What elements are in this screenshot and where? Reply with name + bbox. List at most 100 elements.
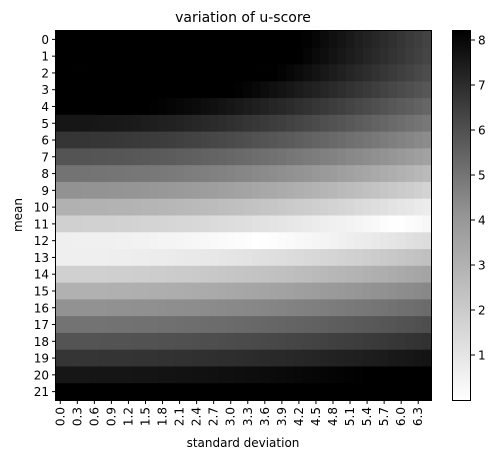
heatmap-cell bbox=[217, 265, 227, 283]
heatmap-cell bbox=[422, 47, 432, 65]
heatmap-cell bbox=[396, 131, 406, 149]
heatmap-cell bbox=[192, 366, 202, 384]
heatmap-cell bbox=[413, 232, 423, 250]
heatmap-cell bbox=[260, 282, 270, 300]
heatmap-cell bbox=[166, 81, 176, 99]
heatmap-cell bbox=[200, 47, 210, 65]
heatmap-cell bbox=[107, 181, 117, 200]
heatmap-cell bbox=[260, 232, 270, 250]
heatmap-cell bbox=[73, 198, 82, 216]
heatmap-cell bbox=[277, 332, 287, 351]
heatmap-cell bbox=[277, 64, 287, 82]
heatmap-cell bbox=[243, 131, 253, 149]
heatmap-cell bbox=[124, 31, 134, 49]
heatmap-cell bbox=[158, 181, 168, 200]
heatmap-cell bbox=[345, 249, 355, 267]
heatmap-cell bbox=[64, 64, 74, 82]
heatmap-cell bbox=[175, 165, 185, 183]
heatmap-cell bbox=[141, 299, 151, 317]
heatmap-cell bbox=[158, 131, 168, 149]
heatmap-cell bbox=[422, 316, 432, 334]
heatmap-cell bbox=[158, 299, 168, 317]
heatmap-cell bbox=[354, 148, 364, 166]
x-tick-label: 2.1 bbox=[173, 407, 187, 426]
heatmap-cell bbox=[209, 349, 219, 367]
heatmap-cell bbox=[269, 249, 278, 267]
heatmap-cell bbox=[73, 165, 82, 183]
heatmap-cell bbox=[311, 249, 321, 267]
heatmap-cell bbox=[209, 383, 219, 401]
heatmap-cell bbox=[98, 349, 108, 367]
y-tick-label: 19 bbox=[34, 352, 49, 366]
heatmap-cell bbox=[396, 165, 406, 183]
heatmap-cell bbox=[337, 232, 347, 250]
heatmap-cell bbox=[64, 148, 74, 166]
heatmap-cell bbox=[141, 181, 151, 200]
heatmap-cell bbox=[243, 81, 253, 99]
heatmap-cell bbox=[98, 98, 108, 116]
heatmap-cell bbox=[73, 81, 82, 99]
heatmap-cell bbox=[124, 165, 134, 183]
heatmap-cell bbox=[379, 148, 389, 166]
heatmap-cell bbox=[311, 114, 321, 133]
heatmap-cell bbox=[183, 316, 193, 334]
heatmap-cell bbox=[234, 366, 244, 384]
heatmap-cell bbox=[192, 249, 202, 267]
heatmap-cell bbox=[158, 282, 168, 300]
heatmap-cell bbox=[303, 316, 313, 334]
heatmap-cell bbox=[73, 249, 82, 267]
colorbar-tick-label: 7 bbox=[478, 79, 486, 93]
heatmap-cell bbox=[81, 64, 91, 82]
heatmap-cell bbox=[166, 165, 176, 183]
heatmap-cell bbox=[405, 47, 415, 65]
heatmap-cell bbox=[252, 114, 261, 133]
x-tick-label: 1.8 bbox=[156, 407, 170, 426]
heatmap-cell bbox=[124, 332, 134, 351]
heatmap-cell bbox=[320, 316, 330, 334]
heatmap-cell bbox=[149, 349, 159, 367]
heatmap-cell bbox=[217, 249, 227, 267]
heatmap-cell bbox=[371, 165, 381, 183]
heatmap-cell bbox=[183, 181, 193, 200]
colorbar-tick-label: 3 bbox=[478, 259, 486, 273]
heatmap-cell bbox=[405, 215, 415, 233]
heatmap-cell bbox=[124, 265, 134, 283]
heatmap-cell bbox=[362, 131, 372, 149]
heatmap-cell bbox=[183, 383, 193, 401]
heatmap-cell bbox=[192, 265, 202, 283]
heatmap-cell bbox=[311, 198, 321, 216]
heatmap-cell bbox=[405, 366, 415, 384]
heatmap-cell bbox=[166, 332, 176, 351]
heatmap-cell bbox=[396, 299, 406, 317]
heatmap-cell bbox=[64, 81, 74, 99]
heatmap-cell bbox=[379, 98, 389, 116]
heatmap-cell bbox=[388, 98, 398, 116]
heatmap-cell bbox=[379, 181, 389, 200]
heatmap-cell bbox=[371, 265, 381, 283]
heatmap-cell bbox=[132, 282, 142, 300]
heatmap-cell bbox=[209, 64, 219, 82]
heatmap-cell bbox=[175, 81, 185, 99]
heatmap-cell bbox=[294, 148, 304, 166]
heatmap-cell bbox=[90, 81, 100, 99]
heatmap-cell bbox=[396, 47, 406, 65]
heatmap-cell bbox=[149, 131, 159, 149]
heatmap-cell bbox=[141, 349, 151, 367]
y-tick-label: 4 bbox=[41, 100, 49, 114]
heatmap-cell bbox=[217, 383, 227, 401]
heatmap-cell bbox=[243, 98, 253, 116]
heatmap-cell bbox=[243, 265, 253, 283]
heatmap-cell bbox=[303, 148, 313, 166]
heatmap-cell bbox=[405, 332, 415, 351]
heatmap-cell bbox=[90, 181, 100, 200]
heatmap-cell bbox=[175, 332, 185, 351]
heatmap-cell bbox=[286, 81, 296, 99]
heatmap-cell bbox=[234, 31, 244, 49]
x-tick-label: 4.2 bbox=[292, 407, 306, 426]
heatmap-cell bbox=[269, 47, 278, 65]
heatmap-cell bbox=[379, 332, 389, 351]
heatmap-cell bbox=[413, 31, 423, 49]
heatmap-cell bbox=[396, 249, 406, 267]
heatmap-cell bbox=[90, 332, 100, 351]
heatmap-cell bbox=[81, 282, 91, 300]
